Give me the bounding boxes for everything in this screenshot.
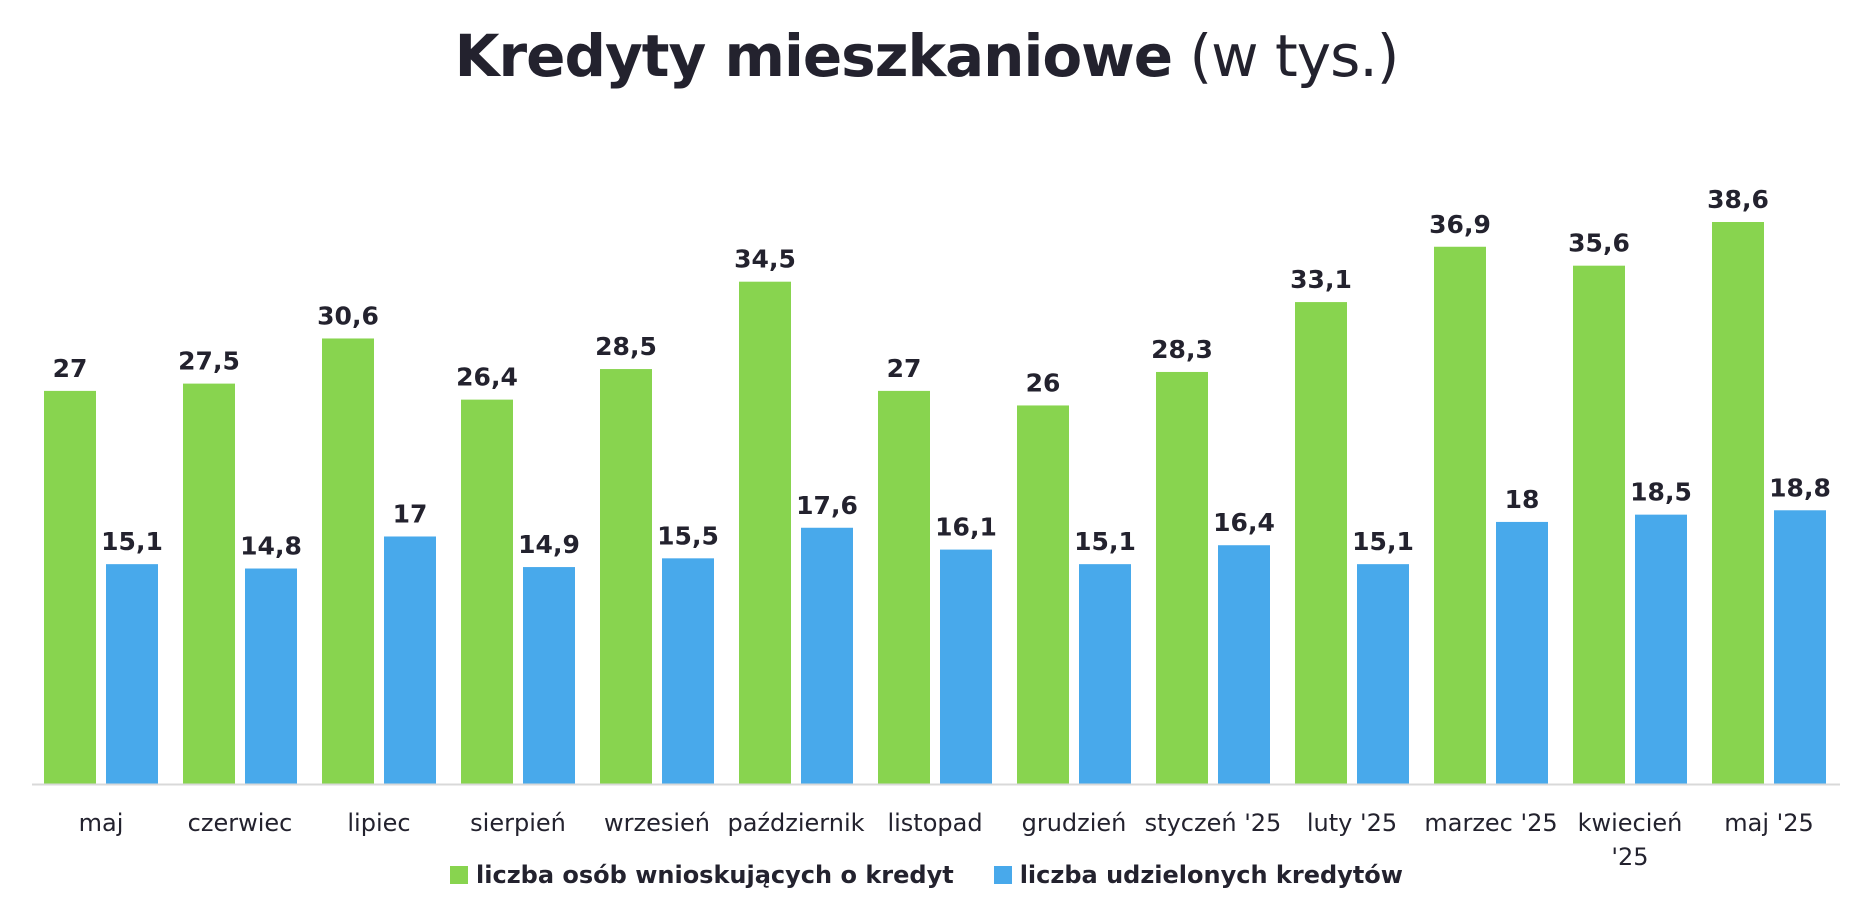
bar-applicants (44, 390, 96, 784)
data-label-granted: 18,5 (1630, 478, 1692, 507)
data-label-granted: 16,4 (1213, 508, 1275, 537)
category-label: lipiec (347, 809, 410, 837)
data-label-applicants: 27 (887, 354, 922, 383)
legend-swatch-applicants (450, 866, 469, 884)
category-label: listopad (887, 809, 982, 837)
data-label-granted: 17,6 (796, 491, 858, 520)
category-label: marzec '25 (1424, 809, 1557, 837)
bar-granted (1357, 564, 1409, 784)
bar-applicants (1156, 371, 1208, 784)
data-label-granted: 15,1 (1352, 527, 1414, 556)
legend-label-granted: liczba udzielonych kredytów (1019, 861, 1403, 889)
bar-granted (662, 558, 714, 784)
category-label: czerwiec (188, 809, 293, 837)
chart-legend: liczba osób wnioskujących o kredyt liczb… (0, 858, 1853, 892)
data-label-granted: 18,8 (1769, 473, 1831, 502)
bar-granted (1635, 514, 1687, 784)
data-label-granted: 15,1 (1074, 527, 1136, 556)
legend-swatch-granted (993, 866, 1012, 884)
bar-granted (1496, 521, 1548, 784)
legend-item-granted: liczba udzielonych kredytów (993, 858, 1403, 892)
data-label-granted: 14,8 (240, 532, 302, 561)
category-label: grudzień (1022, 809, 1127, 837)
bar-applicants (1295, 302, 1347, 784)
data-label-applicants: 27,5 (178, 347, 240, 376)
data-label-applicants: 28,5 (595, 332, 657, 361)
category-label: kwiecień '25 (1578, 809, 1683, 871)
bar-granted (1079, 564, 1131, 784)
legend-item-applicants: liczba osób wnioskujących o kredyt (450, 858, 954, 892)
category-label: luty '25 (1307, 809, 1397, 837)
bar-granted (523, 567, 575, 784)
category-label: maj (79, 809, 124, 837)
bar-granted (384, 536, 436, 784)
data-label-granted: 18 (1505, 485, 1540, 514)
data-label-applicants: 33,1 (1290, 265, 1352, 294)
data-label-granted: 14,9 (518, 530, 580, 559)
bar-granted (801, 527, 853, 784)
bar-applicants (183, 383, 235, 784)
data-label-applicants: 26 (1026, 368, 1061, 397)
data-label-applicants: 34,5 (734, 245, 796, 274)
bar-granted (940, 549, 992, 784)
bar-applicants (1017, 405, 1069, 784)
bar-granted (106, 564, 158, 784)
bar-applicants (1573, 265, 1625, 785)
bar-applicants (739, 281, 791, 784)
data-label-applicants: 36,9 (1429, 210, 1491, 239)
category-label: sierpień (470, 809, 566, 837)
chart-title-main: Kredyty mieszkaniowe (454, 22, 1174, 90)
bar-applicants (600, 369, 652, 784)
data-label-applicants: 28,3 (1151, 335, 1213, 364)
data-label-applicants: 30,6 (317, 301, 379, 330)
legend-label-applicants: liczba osób wnioskujących o kredyt (476, 861, 954, 889)
data-label-applicants: 26,4 (456, 363, 518, 392)
category-label: maj '25 (1724, 809, 1814, 837)
category-label: wrzesień (604, 809, 710, 837)
bar-applicants (1712, 222, 1764, 784)
bar-granted (1218, 545, 1270, 784)
bar-granted (245, 568, 297, 784)
chart-title-sub: (w tys.) (1189, 22, 1400, 90)
data-label-granted: 15,5 (657, 521, 719, 550)
data-label-applicants: 38,6 (1707, 185, 1769, 214)
category-label: październik (727, 809, 864, 837)
data-label-granted: 17 (393, 499, 428, 528)
category-label: styczeń '25 (1145, 809, 1282, 837)
data-label-granted: 15,1 (101, 527, 163, 556)
bar-applicants (1434, 246, 1486, 785)
bar-granted (1774, 510, 1826, 784)
data-label-applicants: 27 (53, 354, 88, 383)
bar-applicants (878, 390, 930, 784)
data-label-applicants: 35,6 (1568, 229, 1630, 258)
data-label-granted: 16,1 (935, 513, 997, 542)
chart-title: Kredyty mieszkaniowe (w tys.) (0, 16, 1853, 96)
bar-applicants (461, 399, 513, 784)
bar-applicants (322, 338, 374, 784)
